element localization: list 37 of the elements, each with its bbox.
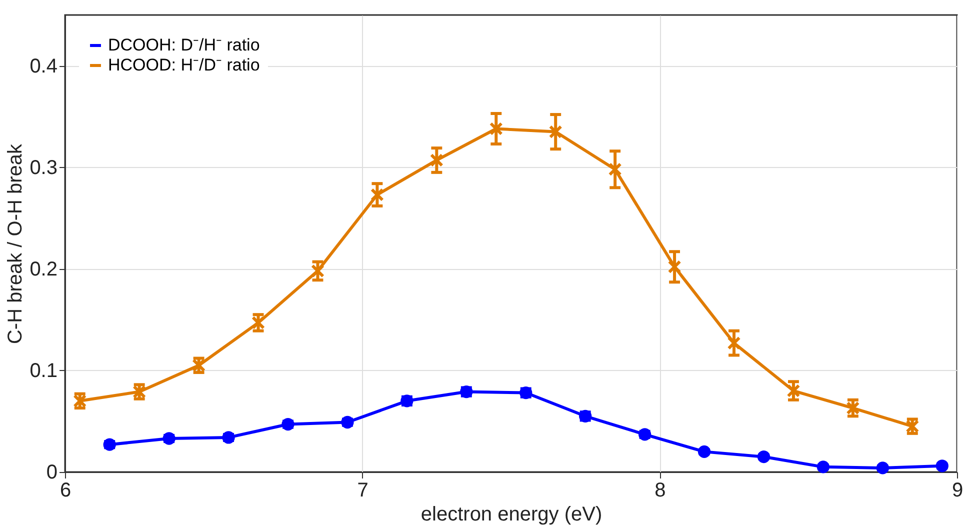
point [282, 418, 294, 431]
point [698, 445, 711, 458]
y-tick-label: 0.2 [30, 258, 58, 280]
x-tick-label: 9 [952, 480, 964, 502]
point [489, 122, 503, 136]
y-tick-label: 0 [46, 462, 58, 484]
point [816, 460, 830, 474]
y-tick-label: 0.1 [30, 360, 58, 382]
point [638, 428, 652, 441]
point [876, 462, 889, 474]
point [936, 460, 948, 472]
x-tick-label: 8 [654, 480, 666, 502]
point [370, 188, 384, 202]
point [252, 316, 266, 330]
point [757, 450, 770, 464]
legend-label: DCOOH: D⁻/H⁻ ratio [108, 36, 260, 54]
point [786, 384, 800, 398]
y-tick-label: 0.3 [30, 156, 58, 179]
point [548, 125, 562, 139]
legend-label: HCOOD: H⁻/D⁻ ratio [108, 56, 260, 74]
point [520, 386, 532, 400]
point [460, 385, 473, 398]
point [668, 260, 682, 274]
point [430, 153, 444, 167]
point [310, 264, 324, 278]
x-tick-label: 7 [357, 480, 368, 502]
y-axis-title: C-H break / O-H break [4, 142, 27, 344]
point [608, 162, 622, 176]
y-tick-label: 0.4 [30, 55, 58, 78]
point [727, 336, 741, 350]
x-axis-title: electron energy (eV) [420, 504, 602, 526]
point [846, 401, 860, 415]
x-tick-label: 6 [60, 480, 72, 502]
point [400, 394, 414, 408]
point [341, 416, 354, 429]
point [222, 431, 235, 444]
point [162, 432, 176, 445]
